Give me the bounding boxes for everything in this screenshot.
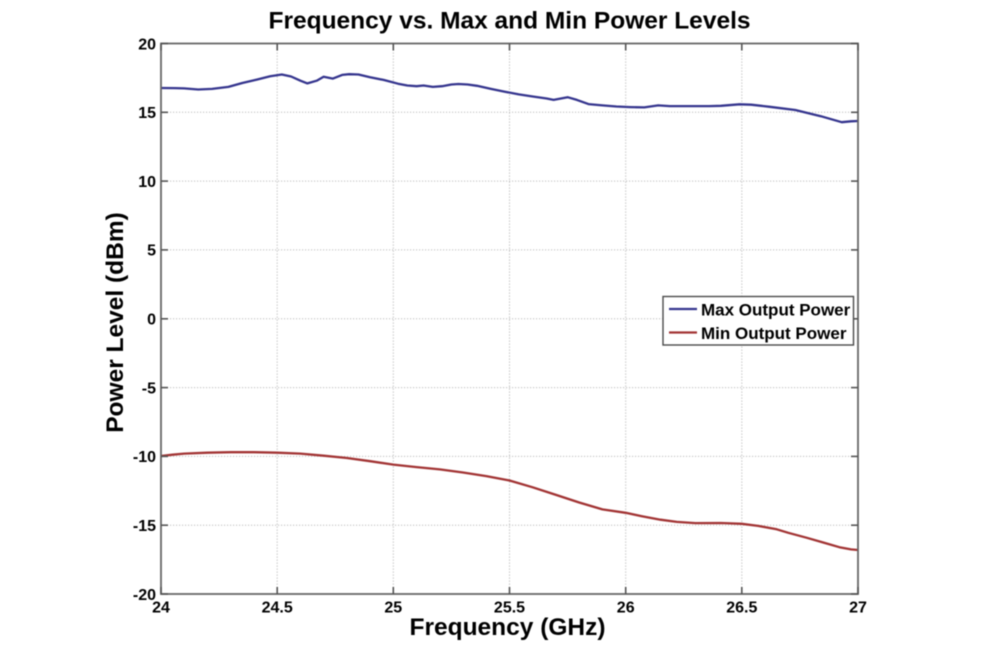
svg-text:-5: -5 (142, 380, 156, 397)
svg-text:Min Output Power: Min Output Power (701, 324, 847, 343)
svg-text:15: 15 (138, 105, 156, 122)
svg-text:27: 27 (849, 600, 867, 617)
svg-text:Power Level (dBm): Power Level (dBm) (102, 212, 129, 433)
svg-text:5: 5 (147, 243, 156, 260)
svg-text:24: 24 (152, 600, 170, 617)
svg-text:Max Output Power: Max Output Power (701, 301, 851, 320)
svg-text:-20: -20 (133, 587, 156, 604)
svg-text:26: 26 (617, 600, 635, 617)
svg-text:25: 25 (384, 600, 402, 617)
svg-text:24.5: 24.5 (262, 600, 293, 617)
svg-text:25.5: 25.5 (494, 600, 525, 617)
svg-text:20: 20 (138, 36, 156, 53)
svg-text:26.5: 26.5 (726, 600, 757, 617)
svg-text:-15: -15 (133, 518, 156, 535)
svg-text:10: 10 (138, 174, 156, 191)
svg-text:Frequency (GHz): Frequency (GHz) (409, 614, 605, 641)
svg-text:Frequency vs. Max and Min Powe: Frequency vs. Max and Min Power Levels (269, 8, 751, 35)
svg-text:0: 0 (147, 312, 156, 329)
svg-text:-10: -10 (133, 449, 156, 466)
